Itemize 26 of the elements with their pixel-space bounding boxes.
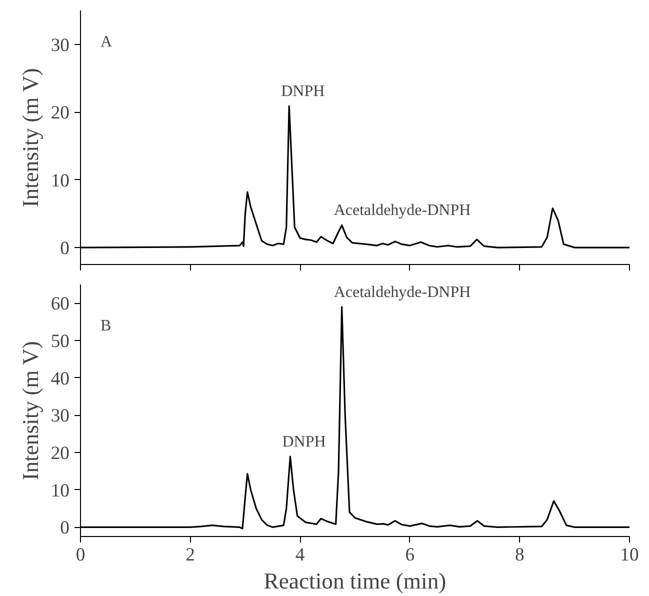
- y-tick-label: 0: [60, 238, 70, 260]
- y-axis-title: Intensity (m V): [18, 341, 43, 480]
- y-tick-label: 10: [50, 170, 70, 192]
- annotation: A: [100, 34, 112, 50]
- y-tick-label: 20: [50, 443, 70, 464]
- x-tick-label: 6: [405, 544, 415, 566]
- annotation: B: [100, 318, 112, 334]
- y-tick-label: 20: [50, 102, 70, 124]
- y-tick-label: 0: [60, 518, 70, 539]
- x-tick-label: 2: [186, 544, 195, 566]
- x-tick-label: 0: [76, 544, 86, 566]
- annotation: DNPH: [282, 434, 326, 451]
- y-tick-label: 50: [50, 331, 70, 352]
- y-tick-label: 30: [50, 34, 70, 56]
- y-tick-label: 60: [50, 294, 70, 315]
- y-tick-label: 30: [50, 406, 70, 427]
- annotation: DNPH: [281, 83, 326, 100]
- y-axis-title: Intensity (m V): [18, 68, 43, 208]
- y-tick-label: 40: [50, 368, 70, 390]
- x-tick-label: 4: [295, 544, 306, 566]
- annotation: Acetaldehyde-DNPH: [334, 284, 472, 301]
- annotation: Acetaldehyde-DNPH: [334, 202, 472, 220]
- y-tick-label: 10: [50, 480, 70, 502]
- x-axis-title: Reaction time (min): [264, 568, 446, 594]
- x-tick-label: 8: [515, 544, 524, 566]
- x-tick-label: 10: [620, 544, 639, 566]
